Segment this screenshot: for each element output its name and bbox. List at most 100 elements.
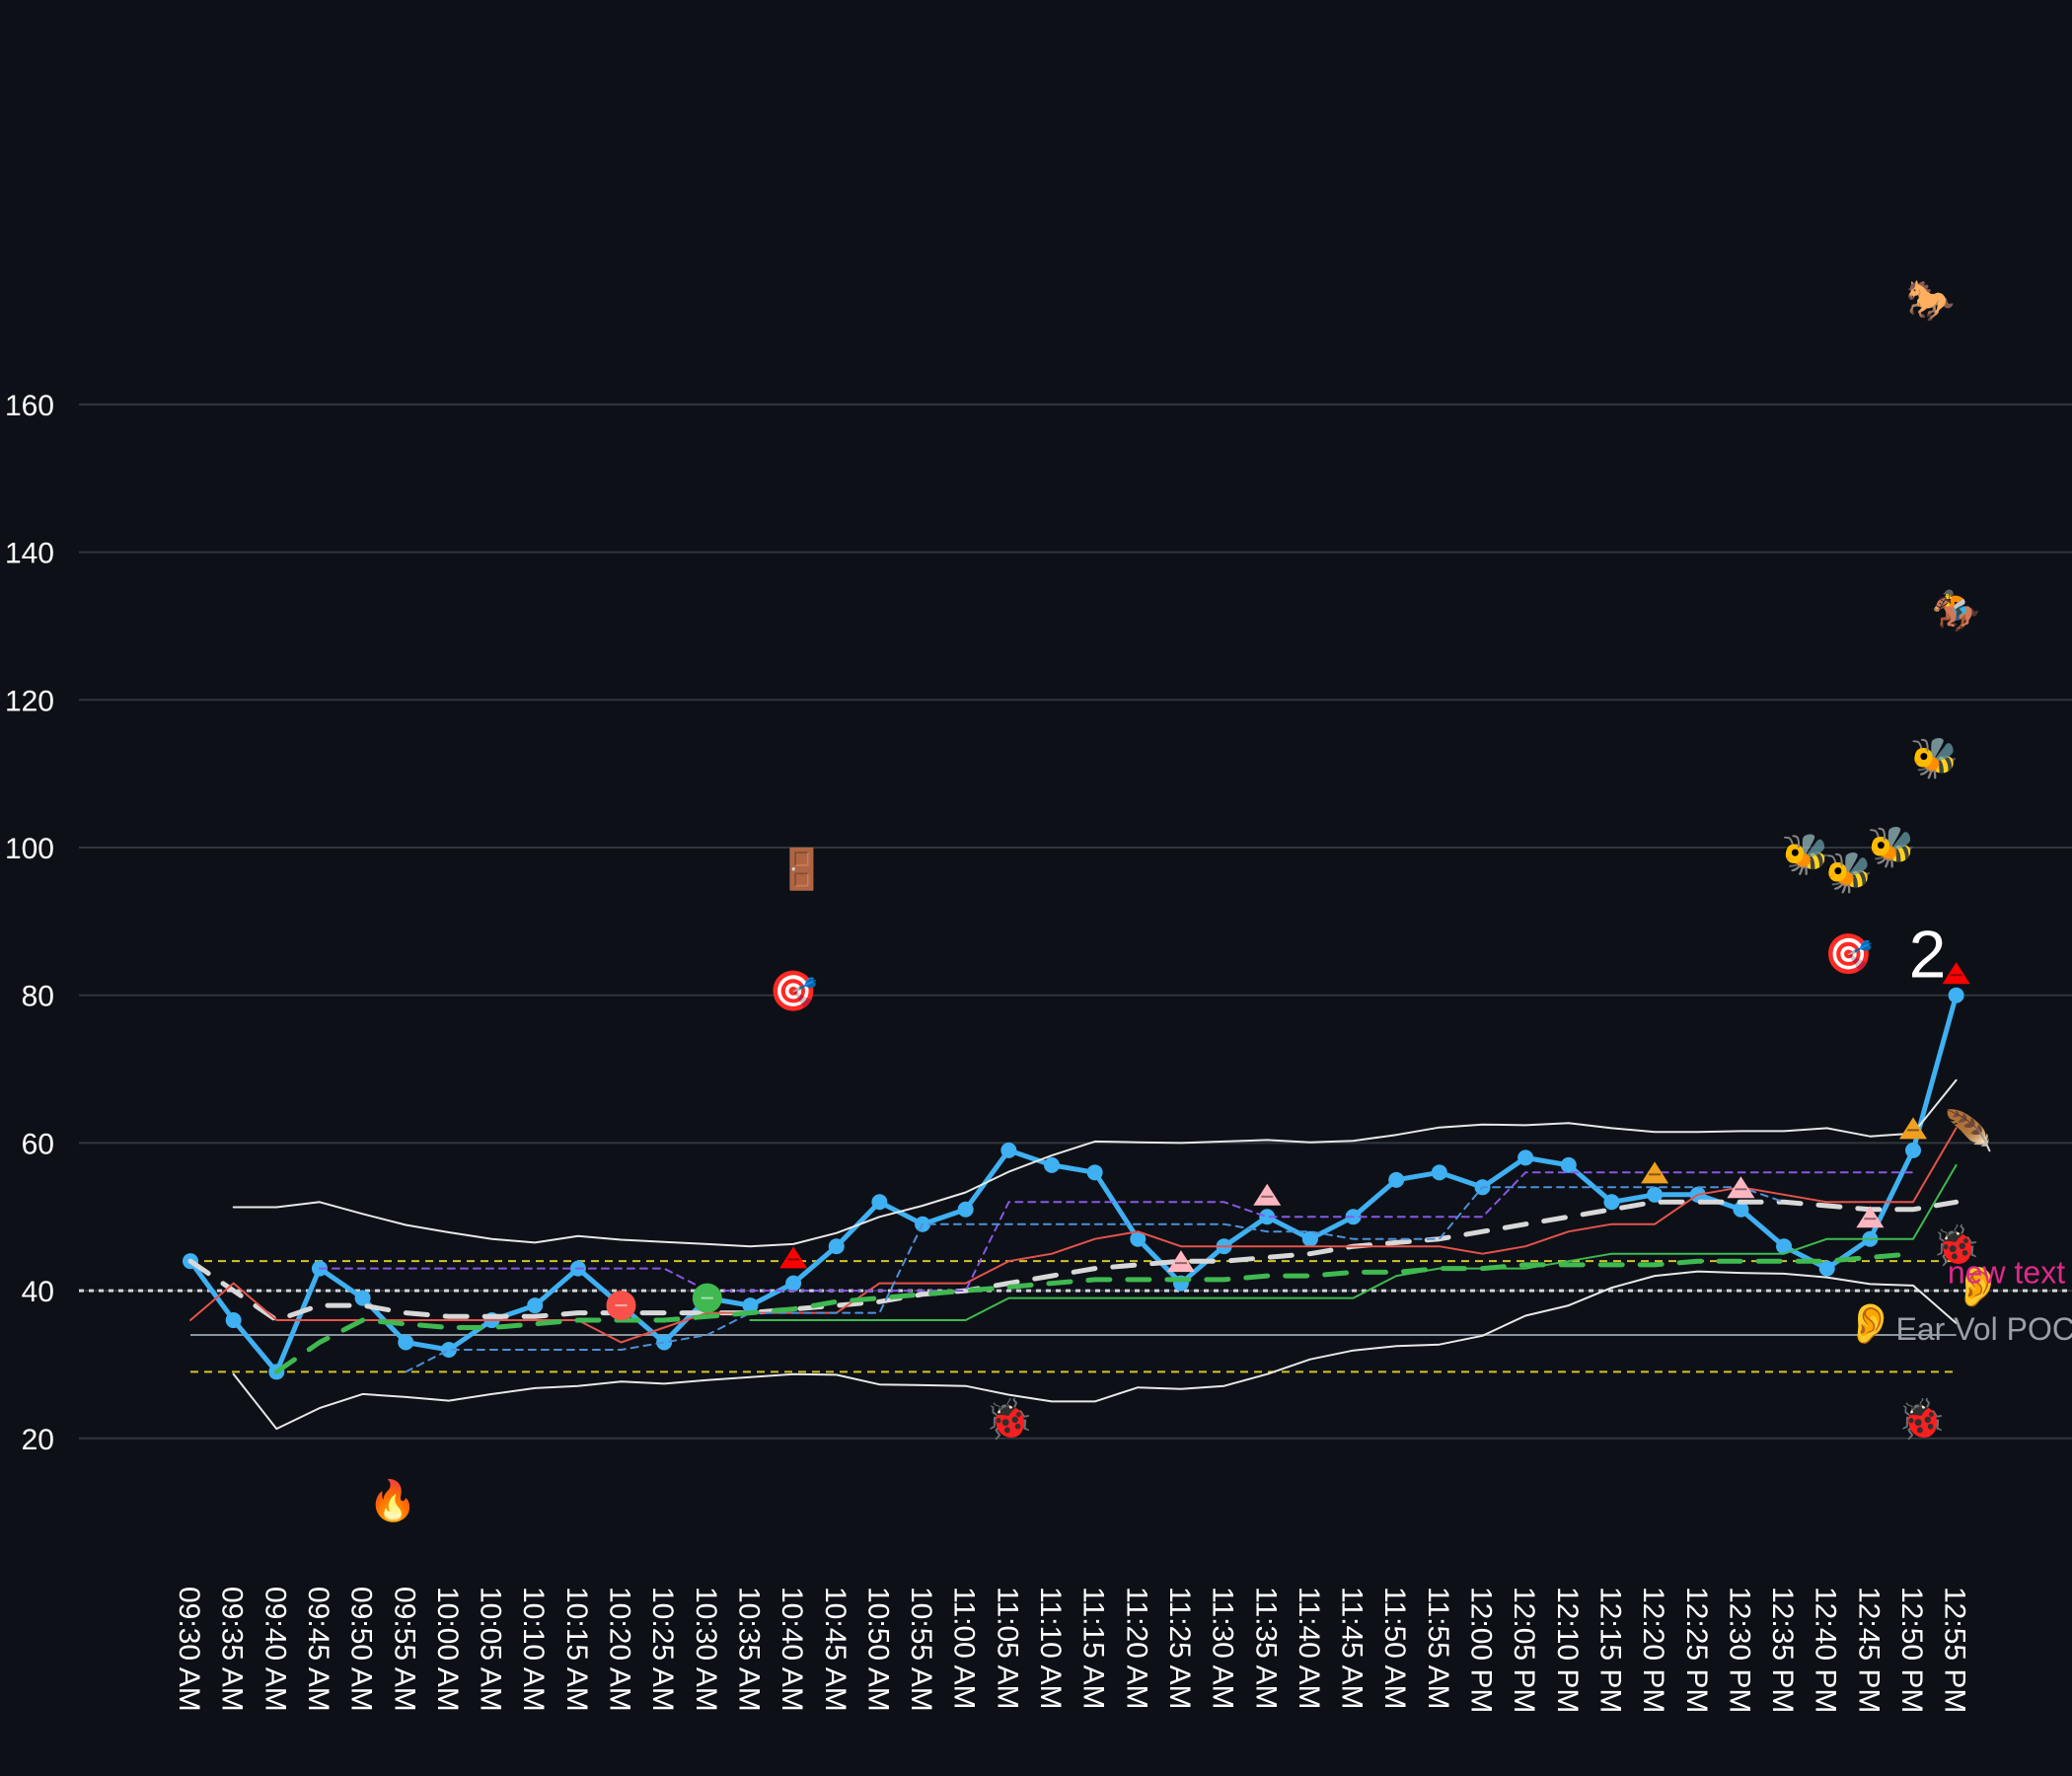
- annotation-text: 2: [1909, 918, 1947, 993]
- x-tick-label: 12:05 PM: [1508, 1587, 1540, 1713]
- dart-target-icon: 🎯: [1824, 932, 1874, 978]
- bee-icon: 🐝: [1910, 736, 1960, 781]
- x-tick-label: 10:40 AM: [776, 1587, 808, 1712]
- bee-icon: 🐝: [1781, 832, 1830, 877]
- annotation-text: Ear Vol POC: [1896, 1311, 2072, 1347]
- x-tick-label: 12:50 PM: [1895, 1587, 1928, 1713]
- bee-icon: 🐝: [1824, 851, 1874, 896]
- x-tick-label: 10:05 AM: [475, 1587, 507, 1712]
- y-tick-label: 20: [22, 1424, 54, 1456]
- x-tick-label: 09:45 AM: [302, 1587, 334, 1712]
- y-tick-label: 160: [5, 390, 54, 422]
- bug-icon: 🐞: [984, 1396, 1033, 1443]
- bee-icon: 🐝: [1867, 825, 1916, 870]
- x-tick-label: 11:10 AM: [1034, 1587, 1067, 1710]
- x-tick-label: 10:50 AM: [861, 1587, 894, 1712]
- data-point-price: [1948, 987, 1964, 1003]
- series-line-purple-dashed: [318, 1171, 1914, 1293]
- x-tick-label: 12:30 PM: [1723, 1587, 1755, 1713]
- x-tick-label: 12:00 PM: [1465, 1587, 1498, 1713]
- horse-icon: 🐎: [1906, 278, 1956, 324]
- triangle-signal-marker: [1727, 1176, 1755, 1199]
- x-tick-label: 11:55 AM: [1422, 1587, 1454, 1710]
- x-tick-label: 10:45 AM: [819, 1587, 851, 1712]
- data-point-price: [1086, 1164, 1103, 1181]
- series-line-green-line: [749, 1163, 1958, 1321]
- x-tick-label: 09:30 AM: [173, 1587, 205, 1712]
- x-tick-label: 11:00 AM: [948, 1587, 981, 1710]
- y-tick-label: 60: [22, 1128, 54, 1160]
- triangle-signal-marker: [1899, 1117, 1927, 1140]
- y-tick-label: 140: [5, 538, 54, 570]
- data-point-price: [1905, 1142, 1921, 1158]
- ear-icon: 👂: [1845, 1300, 1894, 1347]
- grid-layer: [79, 403, 2072, 1440]
- data-point-price: [1647, 1186, 1664, 1203]
- x-tick-label: 10:00 AM: [431, 1587, 464, 1712]
- data-point-price: [225, 1312, 242, 1329]
- data-point-price: [1733, 1201, 1749, 1218]
- x-tick-label: 10:30 AM: [690, 1587, 722, 1712]
- series-line-blue-dashed: [405, 1186, 1785, 1373]
- data-point-price: [828, 1238, 845, 1255]
- x-tick-label: 11:35 AM: [1249, 1587, 1282, 1710]
- y-tick-label: 100: [5, 833, 54, 865]
- data-point-price: [527, 1297, 544, 1314]
- series-line-green-dashed: [273, 1251, 1916, 1374]
- triangle-signal-marker: [1856, 1206, 1885, 1228]
- data-point-price: [1000, 1142, 1017, 1158]
- door-icon: 🚪: [777, 846, 827, 892]
- triangle-signal-marker: [1942, 962, 1970, 985]
- x-tick-label: 12:10 PM: [1551, 1587, 1584, 1713]
- data-point-price: [1301, 1230, 1318, 1247]
- y-tick-label: 120: [5, 685, 54, 717]
- reference-lines-layer: [79, 1260, 2072, 1373]
- data-point-price: [1388, 1171, 1405, 1188]
- x-tick-label: 11:25 AM: [1163, 1587, 1196, 1710]
- data-point-price: [1431, 1164, 1447, 1181]
- data-point-price: [957, 1201, 974, 1218]
- x-tick-label: 09:40 AM: [259, 1587, 291, 1712]
- x-tick-label: 09:35 AM: [216, 1587, 249, 1712]
- x-tick-label: 12:40 PM: [1810, 1587, 1842, 1713]
- x-tick-label: 11:50 AM: [1378, 1587, 1411, 1710]
- x-tick-label: 11:40 AM: [1293, 1587, 1325, 1710]
- annotation-text: new text: [1948, 1254, 2065, 1290]
- x-tick-label: 10:20 AM: [604, 1587, 636, 1712]
- data-point-price: [440, 1341, 457, 1358]
- x-tick-label: 11:45 AM: [1336, 1587, 1369, 1710]
- x-tick-label: 12:15 PM: [1593, 1587, 1626, 1713]
- x-tick-label: 10:15 AM: [560, 1587, 593, 1712]
- data-point-price: [1776, 1238, 1793, 1255]
- x-tick-label: 12:20 PM: [1637, 1587, 1669, 1713]
- triangle-signal-marker: [1166, 1250, 1195, 1273]
- series-line-lower-band: [232, 1270, 1958, 1431]
- fire-icon: 🔥: [368, 1477, 417, 1523]
- x-tick-label: 11:05 AM: [991, 1587, 1023, 1710]
- x-tick-label: 12:35 PM: [1766, 1587, 1799, 1713]
- dart-target-icon: 🎯: [769, 969, 818, 1014]
- bug-icon: 🐞: [1932, 1222, 1981, 1269]
- x-tick-label: 11:20 AM: [1120, 1587, 1152, 1710]
- axis-layer: 20 40 60 80 100 120 140 160 09:30 AM 09:35 AM 09:4…: [5, 390, 1971, 1714]
- x-tick-label: 12:55 PM: [1939, 1587, 1971, 1713]
- y-tick-label: 80: [22, 981, 54, 1013]
- data-point-price: [1044, 1156, 1060, 1173]
- data-point-price: [1603, 1194, 1620, 1211]
- data-point-price: [354, 1290, 371, 1306]
- horse-racing-icon: 🏇: [1932, 588, 1981, 633]
- x-tick-label: 10:35 AM: [732, 1587, 765, 1712]
- x-tick-label: 10:25 AM: [646, 1587, 679, 1712]
- x-tick-label: 10:55 AM: [905, 1587, 937, 1712]
- triangle-signal-marker: [1253, 1183, 1282, 1206]
- x-tick-label: 09:55 AM: [388, 1587, 420, 1712]
- x-tick-label: 10:10 AM: [517, 1587, 550, 1712]
- data-point-price: [398, 1334, 414, 1351]
- triangle-signal-marker: [779, 1246, 808, 1269]
- x-tick-label: 11:30 AM: [1207, 1587, 1239, 1710]
- series-line-red-line: [189, 1127, 1958, 1344]
- data-point-price: [1259, 1209, 1276, 1225]
